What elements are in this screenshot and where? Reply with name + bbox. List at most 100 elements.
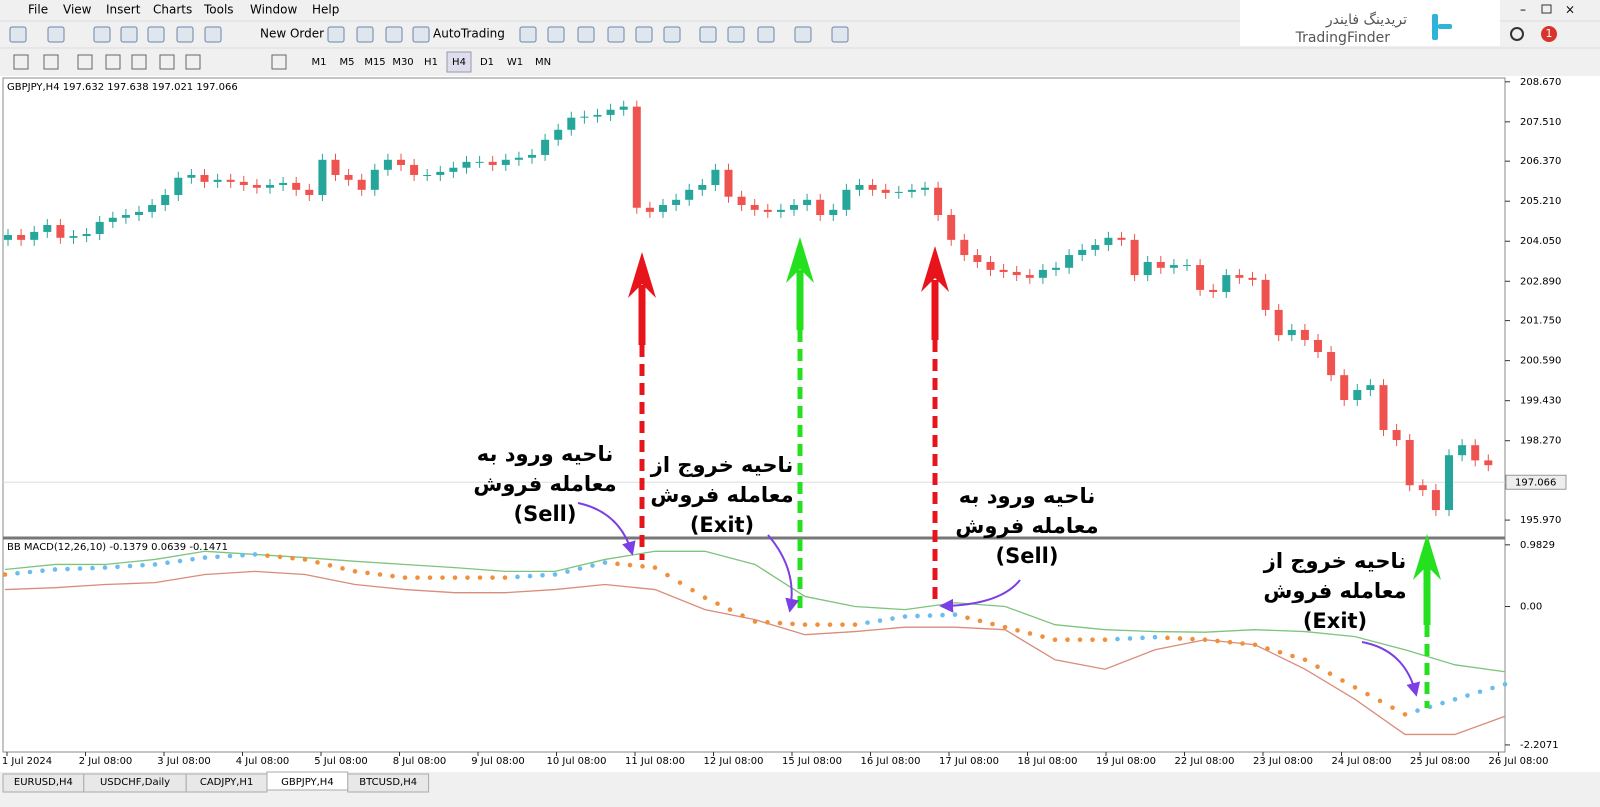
macd-dot — [1352, 685, 1358, 690]
draw-tool[interactable] — [105, 54, 121, 70]
candle — [776, 209, 785, 212]
candle — [449, 167, 458, 172]
window-restore[interactable] — [1541, 4, 1552, 14]
new-order[interactable]: New Order — [260, 27, 324, 41]
tab-label[interactable]: EURUSD,H4 — [14, 777, 73, 788]
macd-dot-fill — [815, 622, 820, 627]
price-header: GBPJPY,H4 197.632 197.638 197.021 197.06… — [7, 82, 238, 93]
tool-icon[interactable] — [635, 26, 653, 43]
notification-badge[interactable] — [1541, 26, 1557, 42]
menu-item[interactable]: Insert — [106, 3, 141, 17]
menu-item[interactable]: Help — [312, 3, 339, 17]
tool-icon[interactable] — [663, 26, 681, 43]
tool-icon[interactable] — [412, 26, 430, 43]
candle — [881, 189, 890, 193]
tool-icon[interactable] — [93, 26, 111, 43]
timeframe[interactable]: M1 — [312, 57, 327, 68]
timeframe[interactable]: M15 — [364, 57, 385, 68]
y-tick-label: 202.890 — [1520, 276, 1561, 287]
timeframe[interactable]: M30 — [392, 57, 413, 68]
tool-icon[interactable] — [831, 26, 849, 43]
annotation-text: (Exit) — [1303, 609, 1367, 633]
x-tick-label: 5 Jul 08:00 — [314, 756, 368, 767]
x-tick-label: 4 Jul 08:00 — [236, 756, 290, 767]
candle — [1379, 385, 1388, 431]
draw-tool[interactable] — [43, 54, 59, 70]
menu-item[interactable]: File — [28, 3, 48, 17]
tab-label[interactable]: USDCHF,Daily — [100, 777, 170, 788]
timeframe[interactable]: W1 — [507, 57, 523, 68]
candle — [318, 159, 327, 195]
timeframe[interactable]: H1 — [424, 57, 438, 68]
macd-dot-fill — [377, 572, 383, 577]
draw-tool[interactable] — [13, 54, 29, 70]
tool-icon[interactable] — [577, 26, 595, 43]
candle — [1065, 255, 1074, 268]
tab-label[interactable]: CADJPY,H1 — [200, 777, 253, 788]
tool-icon[interactable] — [356, 26, 374, 43]
tool-icon[interactable] — [47, 26, 65, 43]
menu-item[interactable]: Window — [250, 3, 298, 17]
tool-icon[interactable] — [147, 26, 165, 43]
macd-dot-fill — [240, 552, 245, 558]
tool-icon[interactable] — [699, 26, 717, 43]
macd-dot-fill — [790, 621, 795, 627]
macd-dot-fill — [265, 553, 270, 558]
tool-icon[interactable] — [519, 26, 537, 43]
tool-icon[interactable] — [9, 26, 27, 43]
tab-label[interactable]: BTCUSD,H4 — [359, 777, 417, 788]
tool-icon[interactable] — [794, 26, 812, 43]
macd-dot-fill — [327, 563, 333, 568]
macd-dot — [852, 622, 858, 627]
arrow-head — [786, 237, 814, 283]
macd-dot-fill — [515, 574, 520, 580]
draw-tool[interactable] — [131, 54, 147, 70]
tool-icon[interactable] — [385, 26, 403, 43]
timeframe[interactable]: H4 — [452, 57, 466, 68]
timeframe[interactable]: M5 — [340, 57, 355, 68]
draw-tool[interactable] — [271, 54, 287, 70]
candle — [855, 184, 864, 190]
macd-dot-fill — [277, 554, 283, 560]
tab-label[interactable]: GBPJPY,H4 — [281, 777, 334, 788]
auto-trading[interactable]: AutoTrading — [433, 27, 505, 41]
tool-icon[interactable] — [176, 26, 194, 43]
tabs: EURUSD,H4 USDCHF,Daily CADJPY,H1 GBPJPY,H4 B… — [2, 771, 430, 793]
y-tick-label: 207.510 — [1520, 117, 1561, 128]
window-min[interactable]: – — [1520, 3, 1526, 17]
draw-tool[interactable] — [185, 54, 201, 70]
candle — [1366, 385, 1375, 390]
tool-icon[interactable] — [727, 26, 745, 43]
timeframe[interactable]: MN — [535, 57, 551, 68]
tool-icon[interactable] — [327, 26, 345, 43]
candle — [95, 221, 104, 234]
menu-item[interactable]: Charts — [153, 3, 192, 17]
macd-dot-fill — [1215, 638, 1220, 644]
candle — [790, 205, 798, 210]
macd-dot-fill — [877, 618, 883, 623]
tool-icon[interactable] — [120, 26, 138, 43]
draw-tool[interactable] — [77, 54, 93, 70]
annotation-text: ناحیه ورود به — [959, 484, 1095, 508]
tool-icon[interactable] — [204, 26, 222, 43]
arrow-head — [1413, 534, 1441, 580]
candle — [135, 211, 143, 216]
macd-dot-fill — [965, 615, 970, 621]
macd-dot-fill — [677, 580, 683, 585]
menu-item[interactable]: View — [63, 3, 92, 17]
timeframe[interactable]: D1 — [480, 57, 494, 68]
y-tick-label: 195.970 — [1520, 515, 1561, 526]
candle — [69, 236, 78, 238]
tool-icon[interactable] — [757, 26, 775, 43]
candle — [763, 209, 772, 212]
macd-dot — [552, 572, 558, 577]
tool-icon[interactable] — [547, 26, 565, 43]
tab[interactable] — [347, 773, 430, 793]
draw-tool[interactable] — [159, 54, 175, 70]
macd-dot-fill — [615, 561, 620, 567]
tool-icon[interactable] — [607, 26, 625, 43]
search-icon[interactable] — [1510, 27, 1524, 41]
candle — [986, 261, 995, 270]
window-close[interactable]: × — [1565, 3, 1575, 17]
menu-item[interactable]: Tools — [203, 3, 234, 17]
